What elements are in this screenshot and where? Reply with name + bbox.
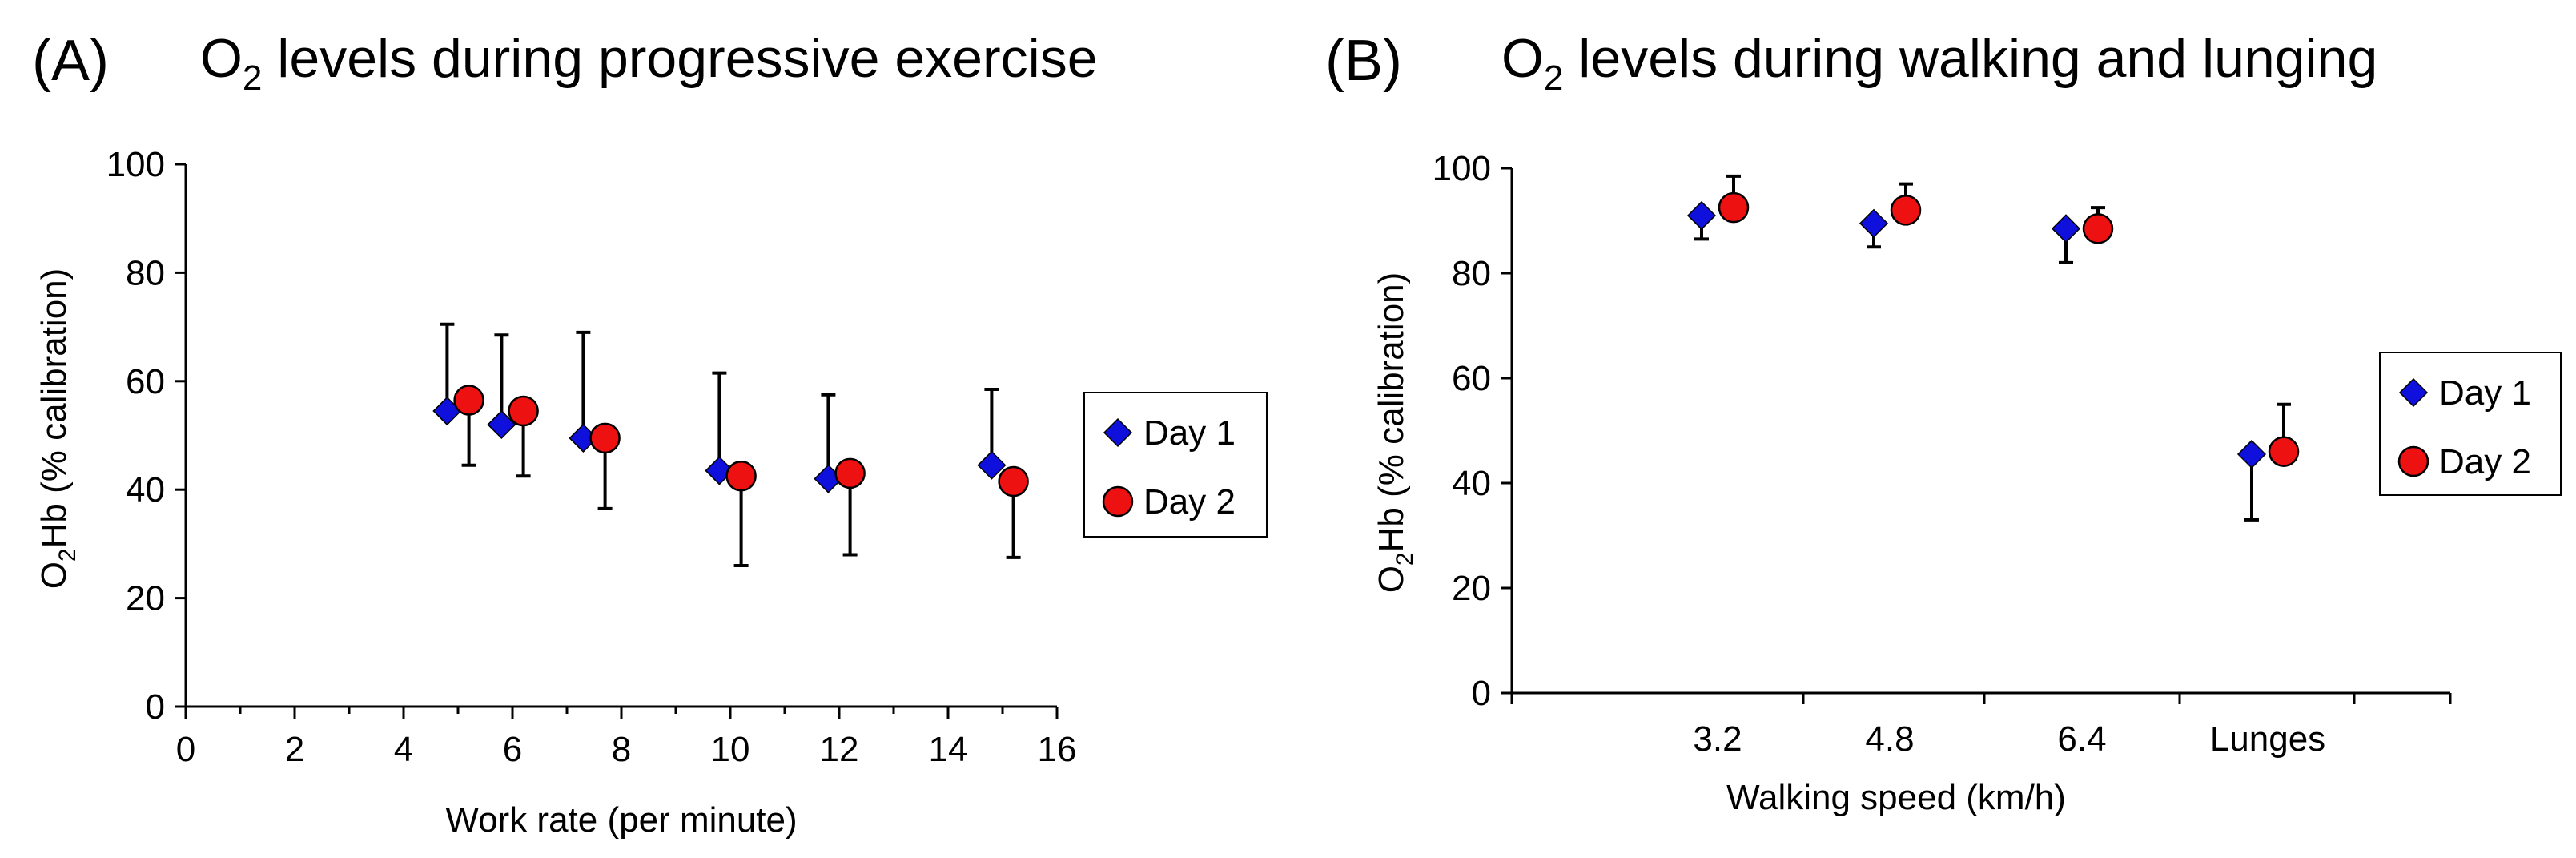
x-tick-label: 4	[394, 730, 413, 769]
day2-point	[2082, 213, 2114, 244]
day1-point	[2051, 214, 2081, 244]
day2-point	[508, 395, 539, 427]
legend-label: Day 1	[1143, 413, 1236, 453]
legend-marker-diamond	[1103, 417, 1133, 448]
y-tick-label: 20	[1452, 569, 1491, 608]
x-tick-label: 8	[612, 730, 631, 769]
panel-b-title: O2 levels during walking and lunging	[1501, 28, 2377, 98]
y-tick-label: 60	[126, 362, 165, 401]
x-category-label: 6.4	[2057, 719, 2106, 759]
x-category-label: 4.8	[1865, 719, 1914, 759]
x-tick-label: 2	[285, 730, 304, 769]
day2-point	[1890, 195, 1922, 226]
x-tick-label: 12	[820, 730, 859, 769]
day2-point	[1718, 191, 1750, 224]
legend-label: Day 2	[1143, 482, 1236, 522]
day2-point	[589, 422, 621, 454]
day1-point	[2236, 439, 2267, 469]
day2-point	[453, 385, 484, 416]
x-category-label: 3.2	[1693, 719, 1742, 759]
panel-b-plot: 0 20 40 60 80 100 3.2 4.8 6.4 Lunges Day 1 Day 2	[1433, 149, 2562, 759]
legend-marker-circle	[1102, 485, 1134, 518]
panel-a-plot: 0 20 40 60 80 100 0 2 4 6 8 10 12 14 16 Day 1 Day 2	[106, 145, 1268, 769]
panel-a-title: O2 levels during progressive exercise	[200, 28, 1098, 98]
day2-point	[725, 461, 757, 492]
panel-a-label: (A)	[32, 29, 109, 93]
y-tick-label: 80	[1452, 254, 1491, 293]
x-category-label: Lunges	[2210, 719, 2325, 759]
panel-a-x-axis-label: Work rate (per minute)	[445, 800, 797, 840]
x-tick-label: 16	[1038, 730, 1077, 769]
x-tick-label: 10	[711, 730, 750, 769]
legend-label: Day 1	[2439, 373, 2531, 413]
y-tick-label: 100	[1433, 149, 1491, 188]
x-tick-label: 14	[929, 730, 968, 769]
x-tick-label: 6	[503, 730, 522, 769]
x-tick-label: 0	[176, 730, 195, 769]
panel-b-label: (B)	[1325, 29, 1402, 93]
panel-a-y-axis-label: O2Hb (% calibration)	[34, 268, 81, 590]
legend-label: Day 2	[2439, 442, 2531, 481]
day2-point	[834, 457, 866, 489]
panel-b-y-axis-label: O2Hb (% calibration)	[1372, 272, 1418, 594]
day1-point	[1686, 200, 1717, 231]
y-tick-label: 0	[146, 687, 165, 727]
y-tick-label: 20	[126, 579, 165, 618]
day2-point	[2268, 436, 2300, 467]
y-tick-label: 0	[1472, 674, 1491, 713]
legend-marker-circle	[2397, 445, 2429, 477]
y-tick-label: 100	[106, 145, 165, 184]
y-tick-label: 80	[126, 253, 165, 292]
y-tick-label: 60	[1452, 359, 1491, 398]
y-tick-label: 40	[1452, 464, 1491, 503]
day1-point	[487, 409, 516, 440]
day1-point	[977, 450, 1007, 480]
day1-point	[1859, 208, 1889, 238]
y-tick-label: 40	[126, 470, 165, 510]
panel-b-x-axis-label: Walking speed (km/h)	[1726, 778, 2066, 817]
day2-point	[998, 465, 1029, 497]
legend-marker-diamond	[2398, 377, 2429, 408]
